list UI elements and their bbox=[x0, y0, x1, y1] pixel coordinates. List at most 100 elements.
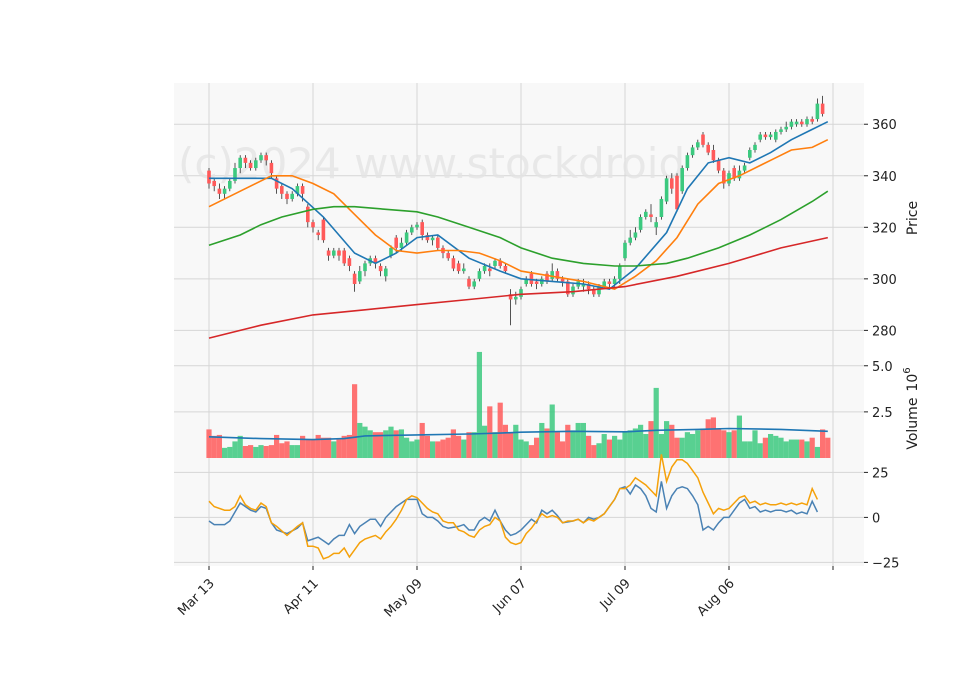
candle-body-down bbox=[675, 175, 679, 210]
price-axis-label: Price bbox=[905, 201, 921, 235]
candle bbox=[820, 95, 825, 117]
candle bbox=[456, 260, 461, 274]
candle bbox=[768, 131, 773, 140]
candle-body-up bbox=[295, 186, 300, 194]
volume-bar bbox=[232, 441, 238, 458]
volume-bar bbox=[679, 437, 685, 458]
price-panel bbox=[174, 83, 864, 351]
candle-body-down bbox=[488, 268, 492, 272]
candle bbox=[259, 152, 263, 163]
candle bbox=[337, 247, 341, 261]
candle-body-down bbox=[701, 134, 705, 145]
volume-bar bbox=[757, 443, 763, 458]
price-tick-label: 300 bbox=[872, 273, 897, 288]
candle bbox=[280, 183, 284, 199]
candle-body-up bbox=[727, 173, 731, 184]
candle-body-down bbox=[732, 168, 736, 179]
candle bbox=[638, 214, 643, 233]
volume-bar bbox=[783, 441, 789, 458]
x-tick-label: May 09 bbox=[382, 576, 426, 620]
candle-body-up bbox=[384, 268, 388, 277]
candle bbox=[264, 152, 268, 166]
candle bbox=[758, 131, 762, 143]
candle-body-down bbox=[607, 281, 612, 284]
volume-bar bbox=[528, 445, 534, 458]
volume-bar bbox=[523, 441, 529, 458]
volume-bar bbox=[617, 439, 623, 458]
volume-bar bbox=[518, 439, 524, 458]
volume-bar bbox=[508, 432, 514, 458]
candle-body-down bbox=[243, 157, 248, 163]
candle-body-down bbox=[217, 188, 222, 194]
candle bbox=[810, 116, 814, 125]
candle bbox=[628, 229, 632, 246]
candle bbox=[316, 229, 320, 241]
candle-body-up bbox=[690, 147, 695, 156]
candle bbox=[519, 286, 523, 300]
candle-body-down bbox=[274, 178, 279, 189]
moving-average-line bbox=[208, 138, 829, 291]
candle bbox=[763, 131, 768, 140]
candle-body-down bbox=[337, 250, 341, 256]
volume-bar bbox=[814, 446, 820, 458]
candle-body-down bbox=[212, 180, 216, 187]
x-tick-label: Apr 11 bbox=[281, 576, 322, 617]
volume-bar bbox=[627, 430, 633, 458]
candle bbox=[550, 263, 554, 282]
candle-body-down bbox=[649, 214, 653, 217]
volume-bar bbox=[554, 432, 560, 458]
volume-bar bbox=[320, 437, 326, 458]
volume-bar bbox=[622, 432, 628, 458]
candle bbox=[659, 196, 664, 220]
volume-bar bbox=[674, 437, 680, 458]
volume-bar bbox=[424, 435, 430, 458]
volume-bar bbox=[388, 426, 394, 458]
candle-body-up bbox=[415, 224, 419, 228]
candle-body-up bbox=[612, 278, 617, 284]
candle-body-up bbox=[514, 296, 518, 300]
candle bbox=[451, 255, 456, 272]
candle bbox=[212, 178, 216, 192]
candle-body-up bbox=[581, 284, 586, 287]
candle bbox=[384, 265, 388, 282]
candle bbox=[644, 209, 648, 220]
volume-axis-label-text: Volume bbox=[905, 398, 921, 450]
candle bbox=[649, 204, 653, 223]
price-tick-label: 280 bbox=[872, 324, 897, 339]
candle-body-down bbox=[467, 278, 471, 287]
volume-bar bbox=[331, 441, 337, 458]
candle-body-down bbox=[670, 178, 674, 189]
oscillator-line bbox=[208, 481, 819, 546]
volume-bar bbox=[378, 432, 384, 458]
candle bbox=[706, 142, 710, 156]
candle-body-up bbox=[737, 170, 742, 179]
candle bbox=[503, 263, 508, 274]
volume-bar bbox=[721, 430, 727, 458]
volume-bar bbox=[279, 443, 285, 458]
price-tick-label: 320 bbox=[872, 221, 897, 236]
candle bbox=[248, 160, 253, 171]
candle bbox=[779, 126, 783, 135]
volume-bar bbox=[383, 430, 389, 458]
candle bbox=[514, 291, 518, 305]
candle-body-up bbox=[477, 271, 482, 279]
oscillator-lines bbox=[208, 454, 819, 560]
candle bbox=[238, 155, 242, 174]
candle-body-down bbox=[311, 222, 315, 228]
volume-bar bbox=[284, 441, 290, 458]
candle bbox=[306, 204, 310, 228]
volume-bar bbox=[471, 432, 477, 458]
candle-body-down bbox=[706, 144, 710, 153]
candle bbox=[274, 175, 279, 194]
candle-body-down bbox=[586, 284, 591, 290]
candle-body-down bbox=[508, 294, 513, 300]
candle bbox=[586, 281, 591, 295]
candle-body-down bbox=[373, 258, 378, 264]
candle bbox=[430, 235, 435, 246]
candle-body-up bbox=[462, 268, 466, 272]
candle-body-down bbox=[280, 186, 284, 194]
volume-bar bbox=[367, 430, 373, 458]
candle-body-up bbox=[238, 157, 242, 169]
candle bbox=[462, 263, 466, 274]
